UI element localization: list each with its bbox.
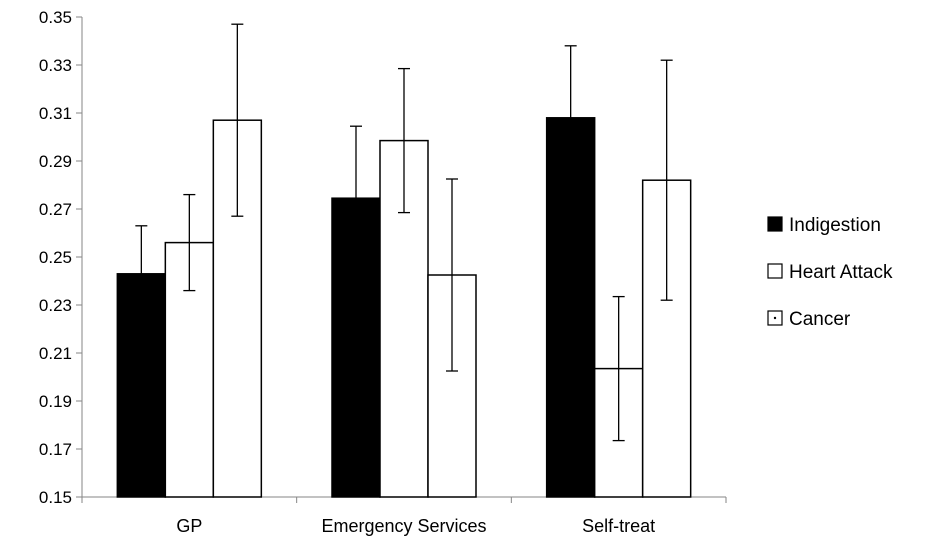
y-tick-label: 0.31 [39,104,72,123]
bars [116,117,692,498]
legend-swatch [767,216,783,232]
x-tick-label: Self-treat [582,516,655,536]
y-tick-label: 0.17 [39,440,72,459]
x-tick-label: GP [176,516,202,536]
legend: Indigestion Heart Attack Cancer [767,215,893,330]
error-bars [135,23,673,442]
y-tick-label: 0.27 [39,200,72,219]
y-tick-label: 0.25 [39,248,72,267]
y-tick-label: 0.21 [39,344,72,363]
y-tick-label: 0.29 [39,152,72,171]
legend-label: Heart Attack [789,262,893,283]
legend-swatch [767,263,783,279]
y-tick-label: 0.33 [39,56,72,75]
y-tick-label: 0.35 [39,8,72,27]
legend-swatch-dot [773,316,777,320]
y-tick-label: 0.23 [39,296,72,315]
legend-label: Indigestion [789,215,881,236]
y-tick-label: 0.15 [39,488,72,507]
y-tick-label: 0.19 [39,392,72,411]
axis-labels: 0.15 0.17 0.19 0.21 0.23 0.25 0.27 0.29 0.31 0.33… [39,8,655,536]
x-tick-label: Emergency Services [321,516,486,536]
legend-label: Cancer [789,309,851,330]
